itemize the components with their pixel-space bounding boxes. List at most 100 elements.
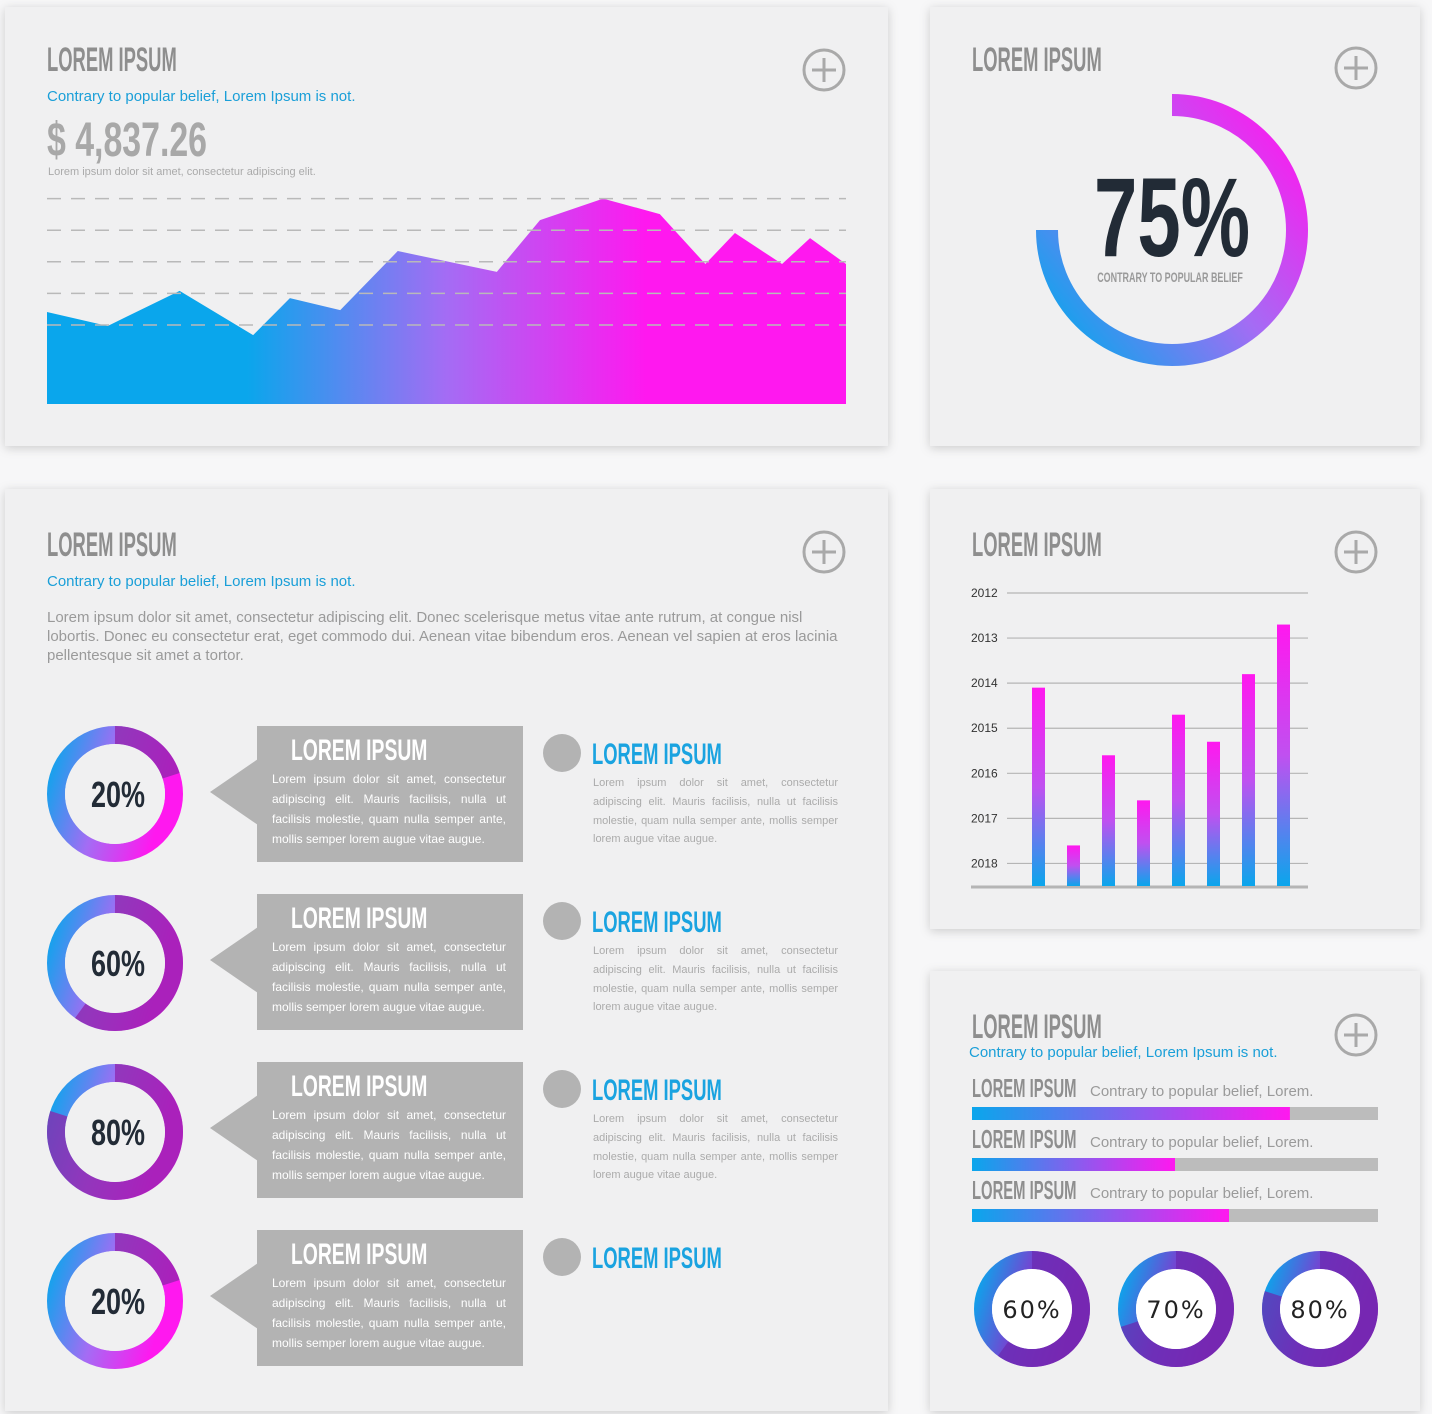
y-tick-label: 2018 <box>971 856 998 870</box>
donut-label: 60% <box>91 943 145 984</box>
text-box: Lorem ipsum dolor sit amet, consectetur … <box>272 940 506 1014</box>
callout-title: LOREM IPSUM <box>291 1070 427 1103</box>
callout-title: LOREM IPSUM <box>291 734 427 767</box>
progress-label: Contrary to popular belief, Lorem. <box>1090 1185 1313 1202</box>
description-box: Lorem ipsum dolor sit amet, consectetur … <box>47 609 838 664</box>
donut-label: 70% <box>1146 1296 1205 1324</box>
bullet <box>543 1238 581 1276</box>
note: Lorem ipsum dolor sit amet, consectetur … <box>48 166 316 178</box>
y-tick-label: 2013 <box>971 631 998 645</box>
y-tick-label: 2015 <box>971 721 998 735</box>
item-title: LOREM IPSUM <box>592 1242 722 1275</box>
paragraph: Lorem ipsum dolor sit amet, consectetur … <box>593 777 838 846</box>
progress-label: Contrary to popular belief, Lorem. <box>1090 1134 1313 1151</box>
panel-title: LOREM IPSUM <box>47 41 177 79</box>
callout-box <box>257 726 523 862</box>
paragraph: Lorem ipsum dolor sit amet, consectetur … <box>272 940 506 1014</box>
y-tick-label: 2014 <box>971 676 998 690</box>
panel-title: LOREM IPSUM <box>972 41 1102 79</box>
item-title: LOREM IPSUM <box>592 738 722 771</box>
bar <box>1207 741 1220 886</box>
text-box: Lorem ipsum dolor sit amet, consectetur … <box>593 1113 838 1182</box>
callout-box <box>257 894 523 1030</box>
progress-name: LOREM IPSUM <box>972 1175 1077 1205</box>
callout-title: LOREM IPSUM <box>291 1238 427 1271</box>
donut-arc <box>114 1233 180 1286</box>
bullet <box>543 902 581 940</box>
callout-box <box>257 1062 523 1198</box>
donut-arc <box>75 895 183 1031</box>
text-box: Lorem ipsum dolor sit amet, consectetur … <box>272 772 506 846</box>
donut-hole <box>1136 1269 1216 1349</box>
text-box: Lorem ipsum dolor sit amet, consectetur … <box>593 945 838 1013</box>
bullet <box>543 734 581 772</box>
donut-hole <box>65 1251 165 1351</box>
gauge-value: 75% <box>1094 155 1250 280</box>
donut-arc <box>1262 1251 1378 1367</box>
donut-hole <box>65 1082 165 1182</box>
item-title: LOREM IPSUM <box>592 906 722 939</box>
bar <box>1102 755 1115 886</box>
panel-subtitle: Contrary to popular belief, Lorem Ipsum … <box>47 573 355 590</box>
bar <box>1172 714 1185 886</box>
headline: $ 4,837.26 <box>47 114 207 167</box>
description: Lorem ipsum dolor sit amet, consectetur … <box>47 609 838 664</box>
donut-hole <box>65 913 165 1013</box>
progress-bar <box>972 1209 1229 1222</box>
donut-arc <box>47 1064 183 1200</box>
panel-title: LOREM IPSUM <box>47 526 177 564</box>
progress-bar <box>972 1107 1290 1120</box>
bar <box>1067 845 1080 886</box>
add-button[interactable] <box>802 48 846 92</box>
bullet <box>543 1070 581 1108</box>
progress-name: LOREM IPSUM <box>972 1073 1077 1103</box>
area <box>47 198 846 404</box>
add-button[interactable] <box>802 530 846 574</box>
bar <box>1032 687 1045 886</box>
progress-label: Contrary to popular belief, Lorem. <box>1090 1083 1313 1100</box>
y-tick-label: 2016 <box>971 766 998 780</box>
paragraph: Lorem ipsum dolor sit amet, consectetur … <box>272 1276 506 1350</box>
gauge-label: CONTRARY TO POPULAR BELIEF <box>1097 269 1243 285</box>
panel-subtitle: Contrary to popular belief, Lorem Ipsum … <box>969 1044 1277 1061</box>
text-box: Lorem ipsum dolor sit amet, consectetur … <box>272 1108 506 1182</box>
panel-title: LOREM IPSUM <box>972 1008 1102 1046</box>
callout-pointer <box>210 927 258 993</box>
callout-pointer <box>210 1095 258 1161</box>
donut-hole <box>1280 1269 1360 1349</box>
gauge-arc <box>1036 94 1308 366</box>
bar <box>1277 624 1290 886</box>
callout-pointer <box>210 1263 258 1329</box>
add-button[interactable] <box>1334 1013 1378 1057</box>
panel-subtitle: Contrary to popular belief, Lorem Ipsum … <box>47 88 355 105</box>
donut-hole <box>65 744 165 844</box>
donut-arc <box>997 1251 1090 1367</box>
callout-title: LOREM IPSUM <box>291 902 427 935</box>
add-button[interactable] <box>1334 530 1378 574</box>
bar <box>1242 674 1255 886</box>
donut-label: 20% <box>91 774 145 815</box>
donut-hole <box>992 1269 1072 1349</box>
bar <box>1137 800 1150 886</box>
panel-title: LOREM IPSUM <box>972 526 1102 564</box>
donut-label: 20% <box>91 1281 145 1322</box>
donut-label: 60% <box>1002 1296 1061 1324</box>
paragraph: Lorem ipsum dolor sit amet, consectetur … <box>272 772 506 846</box>
paragraph: Lorem ipsum dolor sit amet, consectetur … <box>272 1108 506 1182</box>
donut-label: 80% <box>1290 1296 1349 1324</box>
progress-bar <box>972 1158 1175 1171</box>
text-box: Lorem ipsum dolor sit amet, consectetur … <box>272 1276 506 1350</box>
add-button[interactable] <box>1334 46 1378 90</box>
progress-name: LOREM IPSUM <box>972 1124 1077 1154</box>
text-box: Lorem ipsum dolor sit amet, consectetur … <box>593 777 838 846</box>
callout-box <box>257 1230 523 1366</box>
paragraph: Lorem ipsum dolor sit amet, consectetur … <box>593 1113 838 1182</box>
donut-arc <box>1120 1251 1234 1367</box>
donut-arc <box>114 726 180 779</box>
callout-pointer <box>210 759 258 825</box>
y-tick-label: 2017 <box>971 811 998 825</box>
donut-label: 80% <box>91 1112 145 1153</box>
y-tick-label: 2012 <box>971 586 998 600</box>
item-title: LOREM IPSUM <box>592 1074 722 1107</box>
